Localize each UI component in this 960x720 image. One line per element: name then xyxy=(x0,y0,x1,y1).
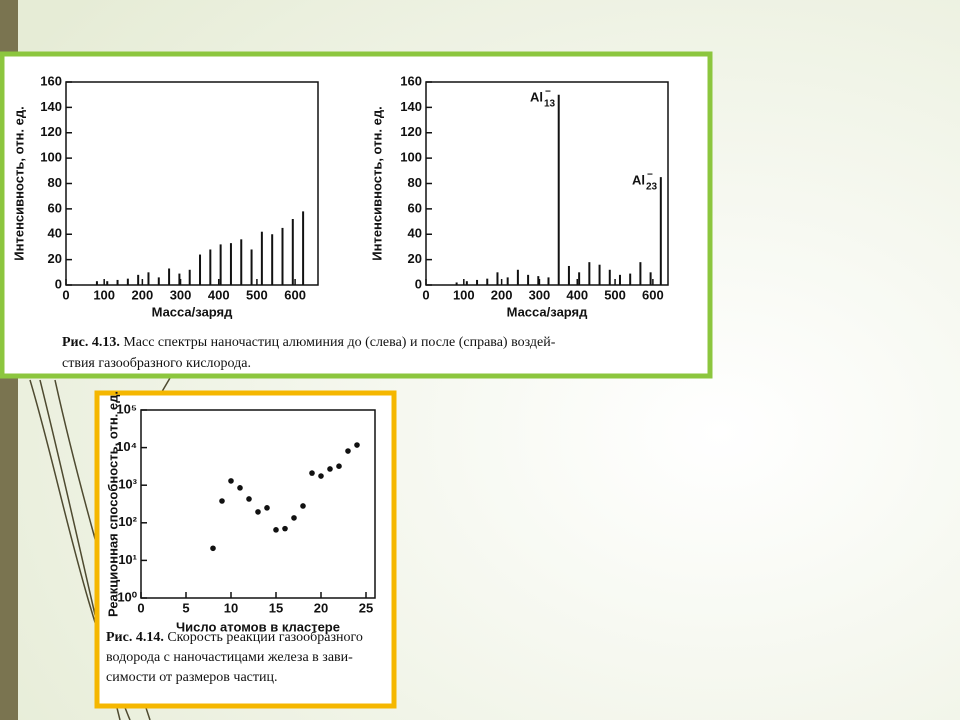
point xyxy=(228,478,234,484)
y-axis-label: Реакционная способность, отн. ед. xyxy=(105,391,120,617)
x-tick-label: 200 xyxy=(132,287,154,302)
y-axis-label: Интенсивность, отн. ед. xyxy=(11,106,26,260)
x-tick-label: 400 xyxy=(208,287,230,302)
y-tick-label: 80 xyxy=(408,175,422,190)
caption-text: Скорость реакции газообразного xyxy=(167,630,363,645)
caption-label: Рис. 4.14. xyxy=(106,630,164,645)
y-tick-label: 160 xyxy=(40,73,62,88)
x-axis-label: Число атомов в кластере xyxy=(176,619,340,634)
x-tick-label: 500 xyxy=(604,287,626,302)
x-tick-label: 100 xyxy=(93,287,115,302)
figure-frame-2 xyxy=(94,390,397,709)
x-tick-label: 300 xyxy=(529,287,551,302)
x-tick-label: 200 xyxy=(491,287,513,302)
point xyxy=(237,485,243,491)
point xyxy=(219,498,225,504)
point xyxy=(291,515,297,521)
y-tick-label: 80 xyxy=(48,175,62,190)
x-tick-label: 15 xyxy=(269,600,283,615)
y-tick-label: 120 xyxy=(40,124,62,139)
point xyxy=(282,525,288,532)
point xyxy=(327,466,333,472)
y-tick-label: 10² xyxy=(118,514,137,529)
y-axis-label: Интенсивность, отн. ед. xyxy=(369,106,384,260)
point xyxy=(336,463,342,470)
caption-line: Рис. 4.13. Масс спектры наночастиц алюми… xyxy=(62,335,556,350)
plot-frame xyxy=(140,409,376,599)
x-axis-label: Масса/заряд xyxy=(507,304,589,319)
x-tick-label: 5 xyxy=(182,600,189,615)
y-tick-label: 0 xyxy=(415,276,422,291)
point xyxy=(255,509,261,515)
annotation-text: Al xyxy=(530,89,543,104)
x-tick-label: 400 xyxy=(566,287,588,302)
caption-text: симости от размеров частиц. xyxy=(106,670,277,685)
point xyxy=(264,505,270,511)
figure-frame-1 xyxy=(0,51,713,379)
y-tick-label: 20 xyxy=(48,251,62,266)
caption-text: ствия газообразного кислорода. xyxy=(62,356,251,371)
y-tick-label: 40 xyxy=(408,226,422,241)
caption-line: ствия газообразного кислорода. xyxy=(62,356,251,371)
annotation-sub: 23 xyxy=(646,182,658,193)
y-tick-label: 100 xyxy=(40,150,62,165)
caption-text: водорода с наночастицами железа в зави- xyxy=(106,650,353,665)
x-tick-label: 600 xyxy=(642,287,664,302)
y-tick-label: 40 xyxy=(48,226,62,241)
y-tick-label: 120 xyxy=(400,124,422,139)
y-tick-label: 60 xyxy=(48,200,62,215)
x-tick-label: 0 xyxy=(62,287,69,302)
y-tick-label: 10⁴ xyxy=(116,439,137,454)
point xyxy=(354,442,360,448)
annotation-sup: − xyxy=(647,170,653,181)
y-tick-label: 10⁰ xyxy=(117,589,137,604)
x-tick-label: 25 xyxy=(359,600,373,615)
x-axis-label: Масса/заряд xyxy=(152,304,234,319)
point xyxy=(246,496,252,502)
point xyxy=(300,503,306,509)
caption-line: Рис. 4.14. Скорость реакции газообразног… xyxy=(106,630,363,645)
caption-line: водорода с наночастицами железа в зави- xyxy=(106,650,353,665)
y-tick-label: 140 xyxy=(40,99,62,114)
x-tick-label: 10 xyxy=(224,600,238,615)
x-tick-label: 100 xyxy=(453,287,475,302)
x-tick-label: 0 xyxy=(422,287,429,302)
y-tick-label: 10¹ xyxy=(118,552,137,567)
annotation-sup: − xyxy=(545,87,551,98)
annotation-text: Al xyxy=(632,172,645,187)
y-tick-label: 160 xyxy=(400,73,422,88)
y-tick-label: 140 xyxy=(400,99,422,114)
caption-label: Рис. 4.13. xyxy=(62,335,120,350)
x-tick-label: 500 xyxy=(246,287,268,302)
point xyxy=(309,470,315,476)
caption-line: симости от размеров частиц. xyxy=(106,670,277,685)
x-tick-label: 600 xyxy=(284,287,306,302)
y-tick-label: 0 xyxy=(55,276,62,291)
y-tick-label: 10⁵ xyxy=(116,401,137,416)
point xyxy=(318,473,324,479)
point xyxy=(210,545,216,552)
x-tick-label: 20 xyxy=(314,600,328,615)
point xyxy=(273,527,279,533)
x-tick-label: 0 xyxy=(137,600,144,615)
caption-text: Масс спектры наночастиц алюминия до (сле… xyxy=(123,335,555,350)
x-tick-label: 300 xyxy=(170,287,192,302)
y-tick-label: 100 xyxy=(400,150,422,165)
y-tick-label: 20 xyxy=(408,251,422,266)
y-tick-label: 60 xyxy=(408,200,422,215)
y-tick-label: 10³ xyxy=(118,477,137,492)
annotation-sub: 13 xyxy=(544,99,556,110)
point xyxy=(345,448,351,454)
